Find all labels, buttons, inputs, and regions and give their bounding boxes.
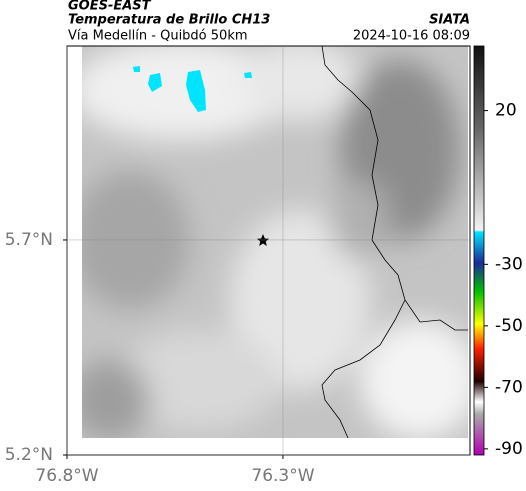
colorbar-tick-label: 20: [495, 101, 517, 121]
x-tick-label: 76.3°W: [251, 466, 314, 486]
source: SIATA: [429, 13, 470, 28]
colorbar: [473, 45, 485, 456]
x-tick-label: 76.8°W: [35, 466, 98, 486]
y-tick-label: 5.2°N: [5, 445, 53, 465]
colorbar-tick-label: -50: [495, 316, 523, 336]
subtitle: Vía Medellín - Quibdó 50km: [68, 29, 248, 44]
satellite-image: [82, 46, 468, 438]
colorbar-tick-label: -90: [495, 439, 523, 459]
colorbar-tick-label: -70: [495, 377, 523, 397]
timestamp: 2024-10-16 08:09: [353, 29, 470, 44]
colorbar-tick-label: -30: [495, 254, 523, 274]
y-tick-label: 5.7°N: [5, 230, 53, 250]
supertitle: GOES-EAST: [68, 0, 152, 14]
title: Temperatura de Brillo CH13: [68, 13, 270, 28]
